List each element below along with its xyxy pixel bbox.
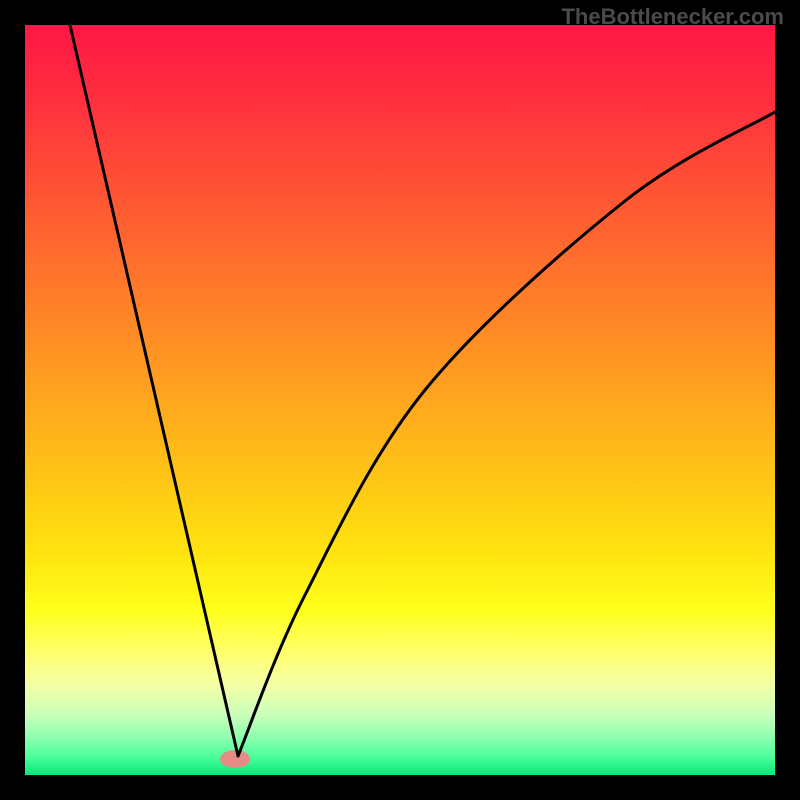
nadir-marker [220, 750, 250, 768]
chart-frame: TheBottlenecker.com [0, 0, 800, 800]
watermark-text: TheBottlenecker.com [561, 4, 784, 30]
plot-area [25, 25, 775, 775]
plot-svg [25, 25, 775, 775]
gradient-background [25, 25, 775, 775]
